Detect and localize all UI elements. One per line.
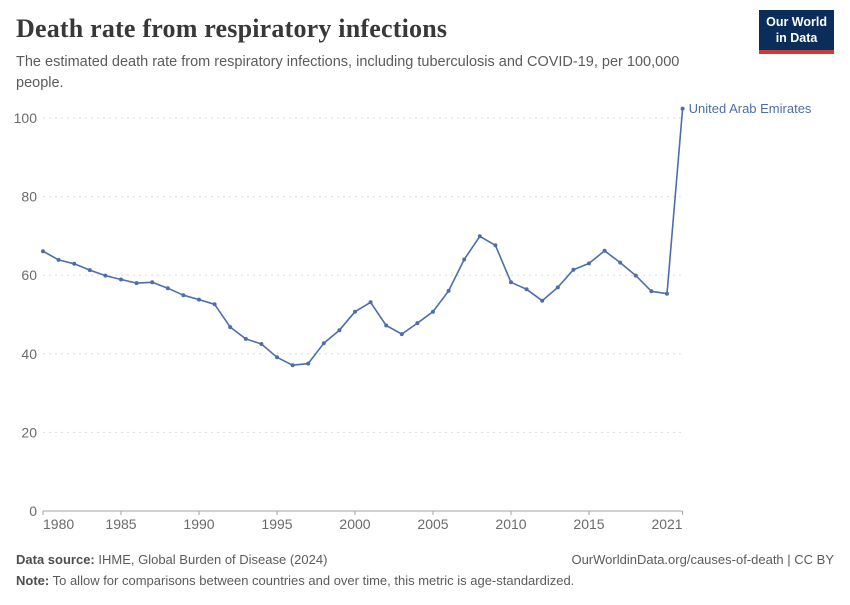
data-point[interactable]	[509, 280, 513, 285]
data-point[interactable]	[119, 277, 123, 282]
page-title: Death rate from respiratory infections	[16, 14, 448, 43]
entity-label[interactable]: United Arab Emirates	[689, 101, 812, 116]
data-point[interactable]	[259, 342, 264, 346]
data-point[interactable]	[87, 268, 92, 273]
data-point[interactable]	[228, 325, 233, 330]
data-point[interactable]	[368, 300, 373, 305]
owid-logo-line1: Our World	[766, 15, 827, 29]
data-point[interactable]	[337, 328, 342, 333]
data-point[interactable]	[399, 332, 404, 337]
x-tick-label: 2005	[417, 516, 448, 532]
data-point[interactable]	[56, 257, 61, 262]
data-point[interactable]	[633, 273, 638, 278]
data-point[interactable]	[618, 260, 623, 265]
chart-footer: Data source: IHME, Global Burden of Dise…	[0, 552, 850, 588]
y-tick-label: 80	[21, 189, 37, 205]
y-tick-label: 20	[21, 424, 37, 440]
data-source-label: Data source:	[16, 552, 95, 567]
trend-line[interactable]	[42, 107, 684, 367]
x-tick-label: 2021	[651, 516, 682, 532]
x-tick-label: 1990	[183, 516, 214, 532]
data-point[interactable]	[321, 341, 326, 346]
y-tick-label: 40	[21, 346, 37, 362]
data-point[interactable]	[384, 323, 389, 328]
data-point[interactable]	[649, 289, 654, 294]
data-point[interactable]	[477, 234, 482, 239]
data-point[interactable]	[134, 281, 139, 286]
data-point[interactable]	[181, 293, 186, 298]
data-point[interactable]	[680, 106, 685, 111]
data-source-text[interactable]: IHME, Global Burden of Disease (2024)	[98, 552, 328, 567]
x-tick-label: 2010	[495, 516, 526, 532]
note-label: Note:	[16, 573, 50, 588]
data-point[interactable]	[415, 321, 420, 326]
x-tick-label: 1985	[105, 516, 136, 532]
data-point[interactable]	[571, 267, 576, 272]
data-source: Data source: IHME, Global Burden of Dise…	[16, 552, 327, 567]
data-point[interactable]	[150, 280, 155, 285]
data-point[interactable]	[555, 285, 560, 290]
data-point[interactable]	[72, 261, 77, 266]
data-point[interactable]	[243, 336, 248, 341]
x-tick-label: 2015	[573, 516, 604, 532]
data-point[interactable]	[41, 249, 45, 254]
data-point[interactable]	[665, 291, 669, 296]
data-point[interactable]	[587, 261, 591, 266]
x-tick-label: 2000	[339, 516, 370, 532]
data-point[interactable]	[602, 248, 607, 253]
data-point[interactable]	[197, 297, 201, 302]
data-point[interactable]	[353, 309, 357, 314]
data-point[interactable]	[306, 361, 311, 366]
data-point[interactable]	[103, 273, 108, 278]
data-point[interactable]	[431, 309, 435, 314]
owid-logo[interactable]: Our World in Data	[759, 10, 834, 55]
chart-note: Note: To allow for comparisons between c…	[16, 573, 834, 588]
data-point[interactable]	[493, 243, 498, 248]
y-tick-label: 0	[29, 503, 37, 519]
data-point[interactable]	[212, 302, 217, 307]
data-point[interactable]	[524, 287, 529, 292]
chart-header: Death rate from respiratory infections T…	[0, 0, 850, 93]
data-point[interactable]	[446, 288, 451, 293]
chart-subtitle: The estimated death rate from respirator…	[16, 54, 680, 91]
x-tick-label: 1980	[43, 516, 74, 532]
y-tick-label: 100	[14, 110, 38, 126]
attribution-link[interactable]: OurWorldinData.org/causes-of-death | CC …	[571, 552, 834, 567]
owid-logo-line2: in Data	[775, 30, 818, 45]
x-tick-label: 1995	[261, 516, 292, 532]
data-point[interactable]	[462, 257, 467, 262]
data-point[interactable]	[165, 286, 170, 291]
y-tick-label: 60	[21, 267, 37, 283]
note-text: To allow for comparisons between countri…	[52, 573, 575, 588]
data-point[interactable]	[275, 355, 279, 360]
data-point[interactable]	[290, 363, 295, 368]
data-point[interactable]	[540, 298, 545, 303]
